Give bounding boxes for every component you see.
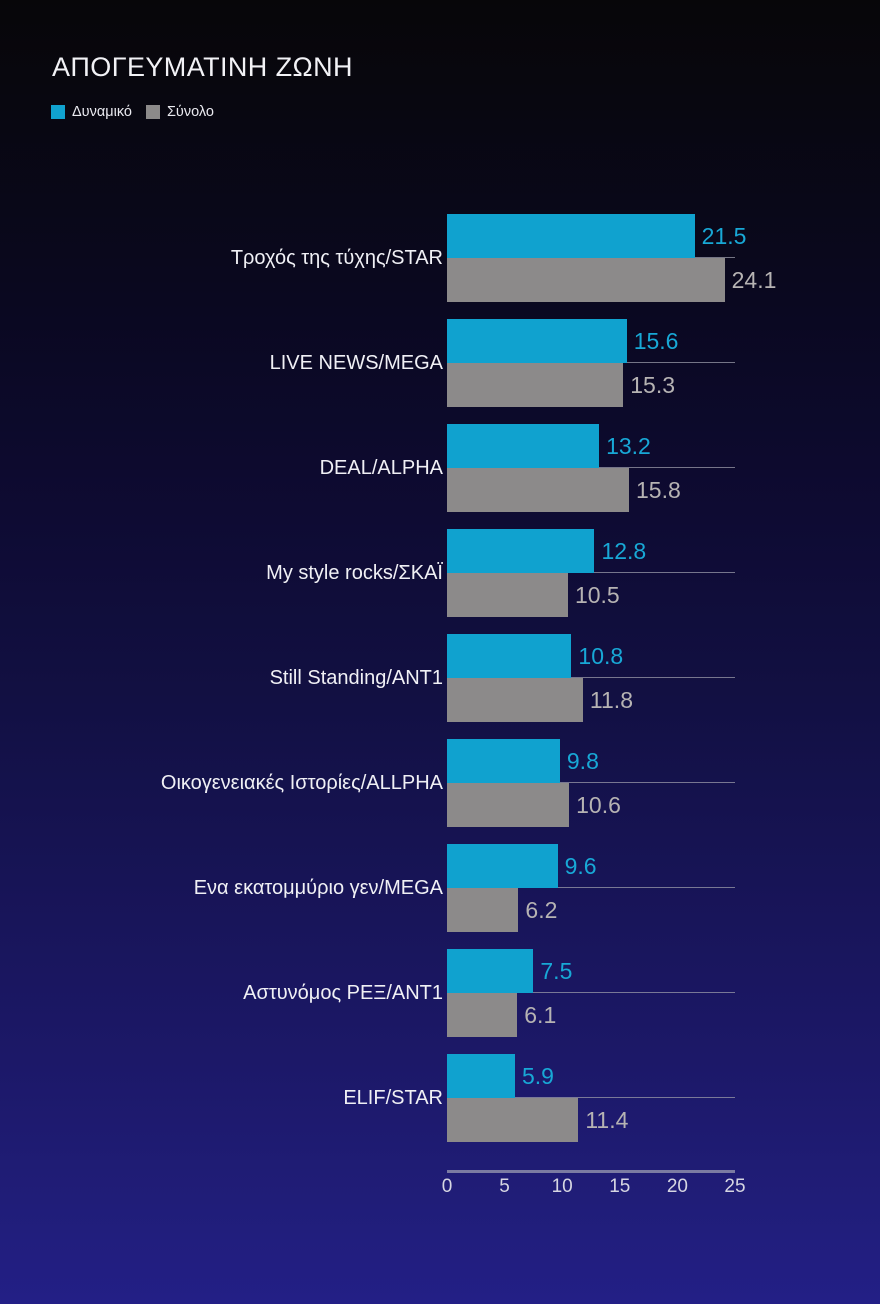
value-label-synolo: 11.8 (589, 687, 633, 713)
bar-dynamiko[interactable] (447, 634, 572, 678)
bar-dynamiko[interactable] (447, 529, 595, 573)
bar-synolo[interactable] (447, 678, 583, 722)
value-label-dynamiko: 9.6 (564, 853, 597, 879)
bar-synolo[interactable] (447, 783, 570, 827)
value-label-synolo: 24.1 (731, 267, 777, 293)
category-label: Ενα εκατομμύριο γεν/MEGA (193, 877, 443, 899)
bar-synolo[interactable] (447, 258, 725, 302)
bar-synolo[interactable] (447, 888, 519, 932)
value-label-dynamiko: 15.6 (633, 328, 679, 354)
bar-dynamiko[interactable] (447, 1054, 515, 1098)
bar-synolo[interactable] (447, 363, 624, 407)
gridline (447, 782, 735, 783)
value-label-synolo: 6.2 (525, 897, 558, 923)
chart-row: My style rocks/ΣΚΑΪ 12.8 10.5 (0, 529, 880, 617)
value-label-synolo: 10.5 (574, 582, 620, 608)
bar-dynamiko[interactable] (447, 424, 600, 468)
legend-item-dynamiko[interactable]: Δυναμικό (51, 104, 132, 120)
gridline (447, 992, 735, 993)
bar-dynamiko[interactable] (447, 214, 695, 258)
gridline (447, 887, 735, 888)
chart-row: Ενα εκατομμύριο γεν/MEGA 9.6 6.2 (0, 844, 880, 932)
x-axis-tick-label: 15 (609, 1176, 631, 1197)
chart-title: ΑΠΟΓΕΥΜΑΤΙΝΗ ΖΩΝΗ (52, 52, 353, 82)
value-label-dynamiko: 7.5 (540, 958, 573, 984)
value-label-dynamiko: 13.2 (606, 433, 651, 459)
legend-swatch-icon-synolo (145, 105, 160, 119)
category-label: Still Standing/ANT1 (269, 667, 443, 689)
bar-dynamiko[interactable] (447, 319, 627, 363)
legend-item-synolo[interactable]: Σύνολο (145, 104, 214, 120)
chart-row: DEAL/ALPHA 13.2 15.8 (0, 424, 880, 512)
chart-row: LIVE NEWS/MEGA 15.6 15.3 (0, 319, 880, 407)
value-label-synolo: 15.3 (630, 372, 676, 398)
bar-dynamiko[interactable] (447, 739, 560, 783)
bar-dynamiko[interactable] (447, 949, 534, 993)
value-label-dynamiko: 10.8 (578, 643, 624, 669)
x-axis-line (447, 1170, 735, 1173)
legend-label-synolo: Σύνολο (166, 104, 214, 120)
value-label-synolo: 10.6 (576, 792, 621, 818)
category-label: Τροχός της τύχης/STAR (230, 247, 443, 269)
category-label: DEAL/ALPHA (319, 457, 443, 479)
category-label: ELIF/STAR (343, 1087, 443, 1109)
category-label: My style rocks/ΣΚΑΪ (266, 562, 443, 584)
gridline (447, 677, 735, 678)
chart-legend: Δυναμικό Σύνολο (51, 103, 214, 121)
x-axis-tick-labels: 0 5 10 15 20 25 (0, 1176, 880, 1200)
bar-synolo[interactable] (447, 468, 630, 512)
x-axis-tick-label: 20 (666, 1176, 688, 1197)
x-axis-tick-label: 0 (441, 1176, 453, 1197)
bar-synolo[interactable] (447, 1098, 579, 1142)
value-label-dynamiko: 9.8 (566, 748, 599, 774)
value-label-synolo: 11.4 (585, 1107, 629, 1133)
chart-row: Αστυνόμος ΡΕΞ/ANT1 7.5 6.1 (0, 949, 880, 1037)
value-label-dynamiko: 5.9 (521, 1063, 554, 1089)
value-label-dynamiko: 12.8 (601, 538, 647, 564)
value-label-synolo: 15.8 (636, 477, 681, 503)
value-label-synolo: 6.1 (524, 1002, 557, 1028)
legend-swatch-icon-dynamiko (51, 105, 65, 119)
x-axis-tick-label: 25 (724, 1176, 746, 1197)
x-axis-tick-label: 5 (499, 1176, 510, 1197)
gridline (447, 1097, 735, 1098)
chart-row: Οικογενειακές Ιστορίες/ALLPHA 9.8 10.6 (0, 739, 880, 827)
category-label: Αστυνόμος ΡΕΞ/ANT1 (243, 982, 443, 1004)
value-label-dynamiko: 21.5 (701, 223, 747, 249)
category-label: LIVE NEWS/MEGA (269, 352, 443, 374)
bar-synolo[interactable] (447, 573, 568, 617)
chart-row: Τροχός της τύχης/STAR 21.5 24.1 (0, 214, 880, 302)
legend-label-dynamiko: Δυναμικό (72, 104, 132, 120)
x-axis-tick-label: 10 (551, 1176, 573, 1197)
category-label: Οικογενειακές Ιστορίες/ALLPHA (160, 772, 443, 794)
bar-dynamiko[interactable] (447, 844, 558, 888)
chart-row: Still Standing/ANT1 10.8 11.8 (0, 634, 880, 722)
bar-synolo[interactable] (447, 993, 518, 1037)
chart-row: ELIF/STAR 5.9 11.4 (0, 1054, 880, 1142)
